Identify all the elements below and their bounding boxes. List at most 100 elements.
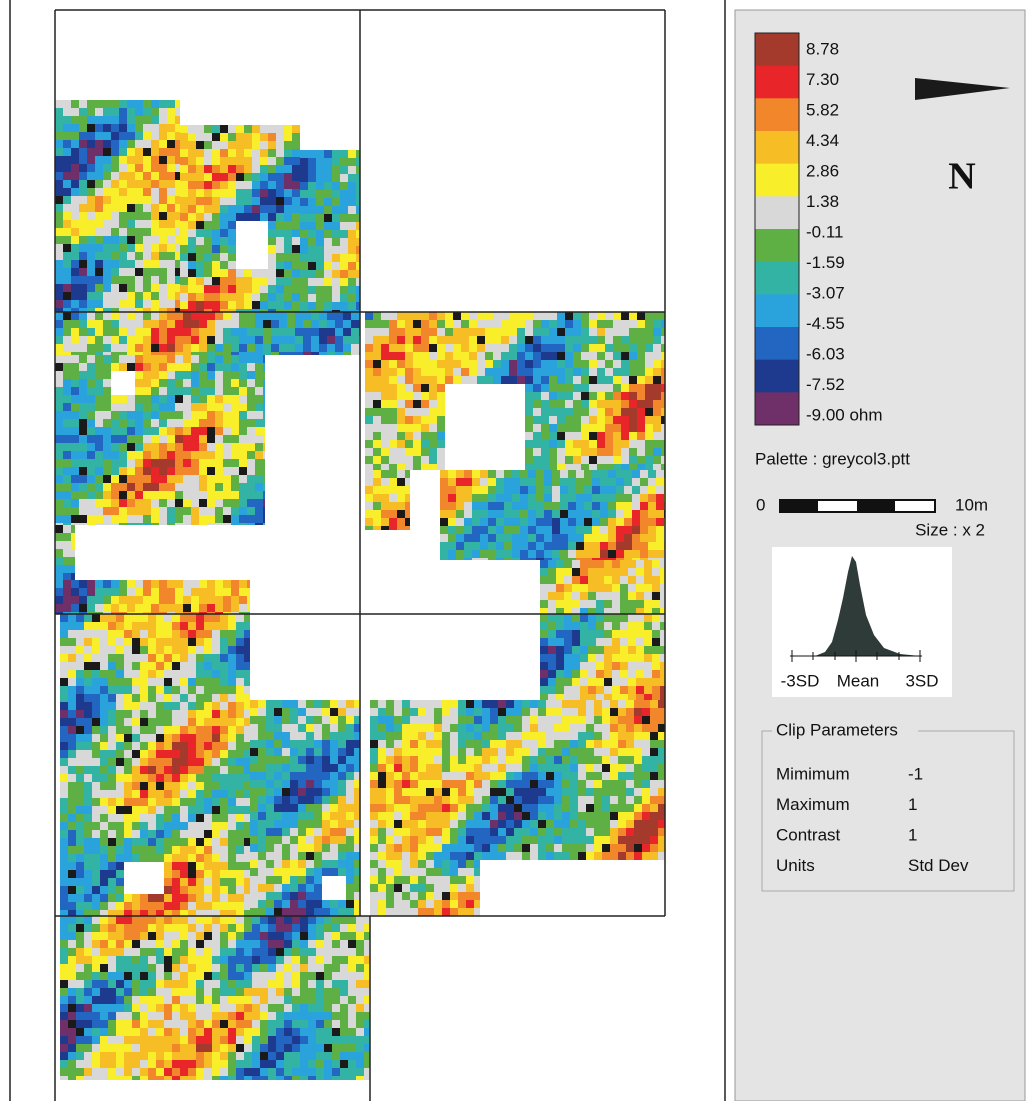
map-cell <box>108 734 116 742</box>
map-cell <box>60 630 68 638</box>
map-cell <box>127 172 135 180</box>
map-cell <box>266 908 274 916</box>
map-cell <box>124 902 132 910</box>
map-cell <box>626 788 634 796</box>
map-cell <box>268 237 276 245</box>
map-cell <box>143 228 151 236</box>
map-cell <box>175 244 180 252</box>
map-cell <box>576 542 584 550</box>
map-cell <box>653 392 661 400</box>
map-cell <box>621 320 629 328</box>
map-cell <box>284 269 292 277</box>
map-cell <box>284 157 292 165</box>
map-cell <box>260 181 268 189</box>
map-cell <box>188 686 196 694</box>
map-cell <box>554 780 562 788</box>
map-cell <box>60 806 68 814</box>
map-cell <box>148 646 156 654</box>
map-cell <box>167 443 175 451</box>
map-cell <box>76 622 84 630</box>
map-cell <box>292 173 300 181</box>
map-cell <box>268 261 276 269</box>
map-cell <box>525 392 533 400</box>
map-cell <box>84 614 92 622</box>
map-cell <box>540 568 548 576</box>
map-cell <box>212 734 220 742</box>
map-cell <box>119 156 127 164</box>
map-cell <box>159 204 167 212</box>
map-cell <box>71 443 79 451</box>
map-cell <box>71 172 79 180</box>
map-cell <box>640 526 648 534</box>
map-cell <box>626 772 634 780</box>
map-cell <box>434 716 442 724</box>
map-cell <box>167 371 175 379</box>
map-cell <box>573 456 581 464</box>
map-cell <box>60 782 68 790</box>
map-cell <box>340 230 348 238</box>
map-cell <box>290 820 298 828</box>
map-cell <box>247 435 255 443</box>
map-cell <box>506 732 514 740</box>
map-cell <box>95 379 103 387</box>
map-cell <box>418 788 426 796</box>
map-cell <box>282 844 290 852</box>
map-cell <box>429 352 437 360</box>
map-cell <box>60 694 68 702</box>
map-cell <box>538 748 546 756</box>
map-cell <box>306 900 314 908</box>
map-cell <box>608 510 616 518</box>
map-cell <box>76 646 84 654</box>
map-cell <box>472 494 480 502</box>
map-cell <box>196 213 204 221</box>
map-cell <box>247 604 250 612</box>
map-cell <box>127 312 135 320</box>
map-cell <box>172 854 180 862</box>
map-cell <box>247 596 250 604</box>
map-cell <box>92 614 100 622</box>
map-cell <box>548 608 556 614</box>
map-cell <box>140 622 148 630</box>
map-cell <box>637 360 645 368</box>
map-cell <box>421 400 429 408</box>
map-cell <box>541 352 549 360</box>
map-cell <box>354 772 360 780</box>
map-cell <box>95 188 103 196</box>
map-cell <box>592 470 600 478</box>
map-cell <box>239 523 247 525</box>
map-cell <box>480 494 488 502</box>
map-cell <box>191 451 199 459</box>
map-cell <box>440 550 448 558</box>
map-cell <box>84 870 92 878</box>
map-cell <box>381 464 389 470</box>
map-cell <box>92 726 100 734</box>
map-cell <box>652 670 660 678</box>
map-cell <box>204 670 212 678</box>
map-cell <box>580 592 588 600</box>
map-cell <box>151 108 159 116</box>
map-cell <box>103 419 111 427</box>
map-cell <box>605 408 613 416</box>
map-cell <box>330 852 338 860</box>
map-cell <box>324 198 332 206</box>
map-cell <box>556 592 564 600</box>
map-cell <box>236 854 244 862</box>
map-cell <box>354 780 360 788</box>
map-cell <box>164 846 172 854</box>
map-cell <box>228 694 236 702</box>
map-cell <box>60 774 68 782</box>
map-cell <box>632 478 640 486</box>
map-cell <box>365 360 373 368</box>
map-cell <box>180 141 188 149</box>
map-cell <box>324 294 332 302</box>
map-cell <box>464 478 472 486</box>
map-cell <box>314 764 322 772</box>
map-cell <box>298 884 306 892</box>
map-cell <box>634 788 642 796</box>
map-cell <box>573 328 581 336</box>
map-cell <box>148 678 156 686</box>
map-cell <box>538 756 546 764</box>
map-cell <box>204 726 212 734</box>
map-cell <box>620 654 628 662</box>
map-cell <box>167 188 175 196</box>
